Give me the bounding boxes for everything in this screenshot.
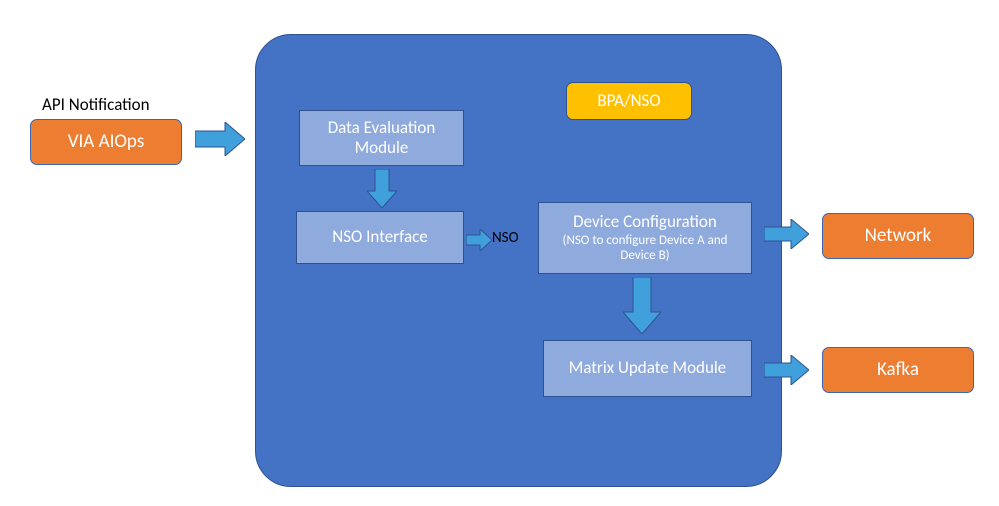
arrow-device-to-network [764, 219, 809, 249]
arrow-nso-to-device [466, 229, 492, 251]
nso-interface-box: NSO Interface [296, 211, 464, 264]
data-evaluation-box: Data Evaluation Module [299, 110, 464, 166]
via-aiops-text: VIA AIOps [68, 131, 145, 154]
nso-edge-label: NSO [492, 229, 519, 247]
network-text: Network [865, 225, 932, 248]
kafka-text: Kafka [877, 359, 919, 382]
arrow-via-to-bpa [195, 122, 245, 156]
bpa-nso-tag: BPA/NSO [566, 82, 692, 120]
device-config-subtitle: (NSO to configure Device A and Device B) [545, 233, 745, 264]
arrow-matrix-to-kafka [764, 355, 809, 385]
device-config-title: Device Configuration [573, 212, 717, 232]
api-notification-label: API Notification [42, 94, 150, 115]
device-config-box: Device Configuration (NSO to configure D… [538, 202, 752, 274]
bpa-nso-tag-text: BPA/NSO [597, 91, 660, 111]
nso-interface-text: NSO Interface [332, 227, 427, 247]
via-aiops-box: VIA AIOps [30, 119, 182, 165]
diagram-canvas: API Notification VIA AIOps BPA/NSO Data … [0, 0, 999, 506]
network-box: Network [822, 213, 974, 259]
arrow-data-to-nso [367, 169, 397, 208]
matrix-update-box: Matrix Update Module [543, 340, 752, 397]
arrow-device-to-matrix [623, 277, 661, 334]
matrix-update-text: Matrix Update Module [569, 358, 727, 378]
kafka-box: Kafka [822, 347, 974, 393]
data-evaluation-text: Data Evaluation Module [300, 118, 463, 159]
